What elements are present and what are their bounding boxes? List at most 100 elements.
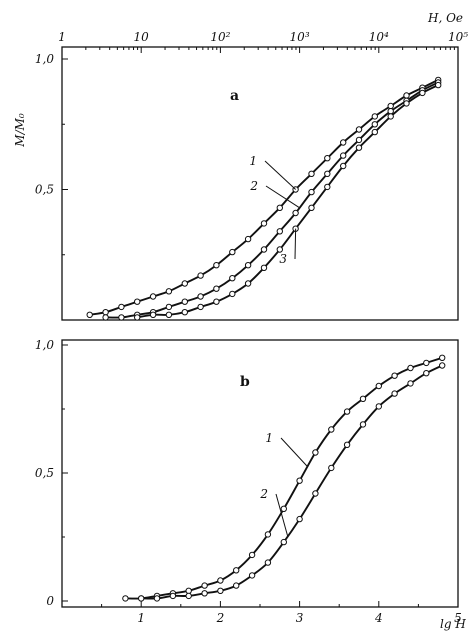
- series-3-label: 3: [279, 252, 287, 266]
- series-1-point: [264, 531, 272, 538]
- series-3-leader: [294, 228, 297, 260]
- series-1-point: [391, 372, 398, 379]
- series-1-label: 1: [265, 431, 273, 445]
- series-2-point: [169, 592, 177, 600]
- y-tick-label: 0,5: [35, 466, 54, 480]
- series-2-point: [375, 403, 382, 410]
- series-1-point: [371, 113, 378, 120]
- series-1-point: [276, 204, 283, 212]
- series-1-point: [201, 582, 208, 589]
- panel-a-points: [86, 76, 442, 321]
- series-2-point: [102, 314, 109, 321]
- series-2-point: [312, 490, 319, 497]
- series-3-point: [308, 204, 315, 212]
- series-3-point: [260, 264, 268, 271]
- panel-b-y-ticks: 1,0 0,5 0: [35, 338, 68, 608]
- series-1-point: [343, 408, 351, 415]
- series-1-point: [122, 595, 129, 602]
- series-1-leader: [264, 160, 296, 190]
- series-1-point: [296, 477, 303, 484]
- series-1-point: [165, 288, 173, 295]
- series-3-point: [181, 309, 189, 316]
- series-1-point: [423, 359, 430, 367]
- panel-b-x-axis-label: lg H: [440, 617, 466, 631]
- series-1-point: [213, 262, 220, 269]
- series-2-line: [105, 81, 439, 319]
- series-1-point: [308, 170, 315, 178]
- panel-a-y-ticks: 1,0 0,5: [35, 52, 68, 256]
- series-2-point: [324, 170, 331, 178]
- series-2-point: [296, 515, 303, 523]
- series-2-point: [213, 285, 220, 292]
- series-2-point: [248, 572, 256, 579]
- series-1-point: [260, 220, 268, 227]
- series-1-point: [312, 449, 319, 456]
- series-1-point: [197, 272, 204, 279]
- panel-b-frame: [61, 339, 459, 608]
- panel-a-letter: a: [230, 88, 239, 104]
- series-2-point: [244, 262, 252, 269]
- top-tick-label: 10³: [290, 30, 310, 44]
- series-1-point: [102, 309, 109, 316]
- x-tick-label: 1: [137, 611, 145, 625]
- series-2-point: [217, 587, 224, 594]
- series-1-point: [407, 364, 414, 372]
- series-1-point: [217, 577, 224, 584]
- top-tick-label: 1: [58, 30, 66, 44]
- series-2-point: [153, 595, 161, 602]
- series-2-point: [371, 121, 378, 128]
- series-2-label: 2: [249, 179, 258, 193]
- series-2-label: 2: [259, 487, 268, 501]
- series-3-point: [435, 81, 442, 89]
- series-3-point: [244, 280, 252, 287]
- series-3-point: [149, 311, 157, 318]
- series-1-label: 1: [249, 154, 257, 168]
- series-2-point: [201, 590, 208, 597]
- panel-a-curve-labels: 1 2 3: [249, 154, 300, 266]
- panel-b-points: [122, 354, 446, 602]
- series-2-point: [276, 228, 283, 235]
- y-tick-label: 1,0: [35, 52, 54, 66]
- series-2-point: [407, 380, 414, 387]
- series-2-point: [197, 293, 204, 300]
- series-1-point: [359, 395, 367, 402]
- series-3-point: [276, 246, 283, 253]
- series-1-point: [229, 248, 236, 256]
- panel-b-letter: b: [240, 374, 250, 390]
- series-3-point: [387, 113, 394, 120]
- series-3-point: [213, 298, 220, 305]
- series-2-point: [264, 559, 272, 566]
- series-1-point: [375, 382, 382, 390]
- series-1-point: [233, 567, 240, 574]
- top-tick-label: 10⁵: [448, 30, 468, 44]
- panel-b-curve-labels: 12: [259, 431, 308, 537]
- series-3-point: [197, 303, 204, 311]
- series-2-point: [233, 582, 240, 589]
- x-tick-label: 5: [454, 611, 462, 625]
- series-3-point: [165, 311, 173, 318]
- top-tick-label: 10: [134, 30, 150, 44]
- series-2-point: [280, 538, 287, 546]
- series-1-point: [340, 139, 347, 146]
- series-2-point: [292, 209, 299, 217]
- series-2-point: [359, 421, 367, 428]
- top-tick-label: 10²: [210, 30, 230, 44]
- panel-a-top-ticks: 1 10 10² 10³ 10⁴ 10⁵: [58, 30, 468, 53]
- series-2-line: [141, 364, 443, 600]
- series-2-point: [423, 370, 430, 377]
- series-1-point: [355, 126, 363, 133]
- series-2-point: [391, 390, 398, 397]
- series-2-point: [328, 464, 335, 472]
- series-1-point: [244, 235, 252, 243]
- y-tick-label: 1,0: [35, 338, 54, 352]
- series-2-point: [387, 108, 394, 115]
- series-3-point: [324, 183, 331, 191]
- x-tick-label: 3: [296, 611, 304, 625]
- series-1-point: [324, 155, 331, 162]
- x-tick-label: 4: [374, 611, 383, 625]
- series-1-point: [185, 587, 192, 594]
- panel-a-frame: [61, 46, 459, 321]
- panel-a: 1 10 10² 10³ 10⁴ 10⁵ 1,0 0,5 a H, Oe M/M₀ 1 2 3: [13, 11, 468, 321]
